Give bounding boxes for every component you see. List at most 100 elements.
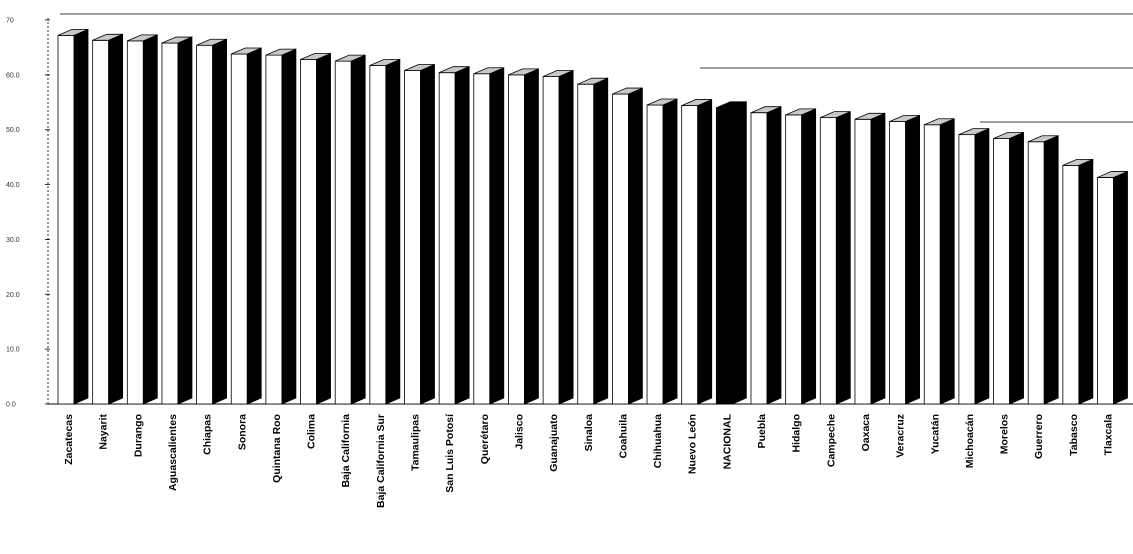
bar-front [92, 39, 110, 405]
bar-top [127, 34, 158, 42]
bar [161, 36, 193, 405]
bar-top [92, 33, 123, 41]
bar [612, 87, 643, 405]
bar-side [316, 52, 331, 405]
bar-front [542, 76, 560, 405]
category-label: Durango [132, 414, 144, 457]
bar-top [820, 111, 851, 119]
bar-top [231, 47, 262, 55]
bar-front [1097, 177, 1114, 405]
y-tick-label: 0.0 [6, 402, 16, 409]
bar [438, 66, 470, 405]
bar-front [126, 40, 144, 405]
bar-side [628, 87, 643, 405]
bar-top [577, 77, 608, 85]
bar-side [454, 66, 470, 405]
bar [1027, 135, 1059, 405]
bar [889, 114, 920, 405]
bar-front [230, 53, 248, 405]
bar-side [420, 63, 435, 405]
bar-side [835, 111, 851, 405]
category-label: Chihuahua [652, 414, 664, 468]
category-label: Chiapas [202, 414, 214, 455]
bar-top [196, 38, 227, 46]
bar-top [369, 59, 401, 66]
bar [785, 108, 817, 405]
bar-front [57, 34, 75, 405]
bar-top [785, 108, 816, 116]
bar [715, 101, 747, 405]
y-tick-label: 10.0 [6, 347, 20, 354]
category-label: Coahuila [617, 414, 629, 458]
bar-side [142, 34, 158, 405]
bar [1062, 158, 1094, 405]
bar-top [1028, 135, 1059, 143]
bar-front [161, 42, 179, 405]
bar-side [801, 108, 817, 405]
bar-side [246, 47, 262, 405]
bar-front [612, 93, 629, 405]
y-tick-label: 20.0 [6, 292, 20, 299]
bar-top [161, 36, 193, 44]
bar-front [196, 44, 214, 405]
bar-front [1062, 164, 1080, 405]
x-axis-labels: Zacatecas Nayarit Durango Aguascalientes Chi… [63, 413, 1115, 508]
bar-front [854, 118, 872, 405]
bar-front [819, 117, 837, 405]
bar [958, 128, 990, 405]
category-label: Guanajuato [548, 414, 560, 472]
bar-top [300, 53, 331, 60]
bar-side [593, 77, 609, 405]
bar [92, 33, 124, 405]
bar [508, 68, 539, 405]
bar-front [369, 65, 387, 405]
bar-front [993, 138, 1010, 405]
category-label: Michoacán [964, 414, 976, 468]
bar-front [889, 121, 906, 405]
bar [854, 112, 886, 405]
category-label: Aguascalientes [167, 414, 179, 491]
category-label: Guerrero [1033, 414, 1045, 459]
bar-top [854, 112, 886, 120]
bar-side [766, 106, 782, 405]
bar-side [489, 67, 505, 405]
category-label: Puebla [756, 414, 768, 449]
bar-side [212, 38, 228, 405]
bar-side [1009, 131, 1024, 405]
category-label: Sinaloa [583, 414, 595, 452]
bar [265, 48, 297, 405]
bar [542, 69, 574, 405]
category-label: Tamaulipas [410, 414, 422, 471]
bar [334, 54, 366, 405]
bar-top [404, 64, 435, 71]
bar-top [993, 132, 1024, 139]
bar [923, 118, 955, 405]
bar [1097, 170, 1128, 405]
bar-side [73, 28, 89, 405]
category-label: Hidalgo [791, 414, 803, 453]
category-label: Nuevo León [687, 414, 699, 474]
bar-front [438, 72, 456, 405]
category-label: Quintana Roo [271, 414, 283, 483]
category-label: Jalisco [513, 414, 525, 450]
bar [577, 77, 609, 405]
bar-top [889, 115, 920, 122]
reference-lines [60, 13, 1133, 123]
bar [369, 58, 401, 405]
bar-top [335, 54, 366, 62]
y-tick-label: 60.0 [6, 72, 20, 79]
bar-front [334, 60, 352, 405]
bar-side [939, 118, 955, 405]
bar-side [662, 98, 678, 405]
bar [473, 67, 505, 405]
bar-side [385, 58, 401, 405]
bar [750, 106, 782, 405]
bar-front [508, 74, 525, 405]
y-tick-label: 30.0 [6, 237, 20, 244]
category-label: Nayarit [98, 414, 110, 450]
category-label: Veracruz [895, 414, 907, 458]
bar-top [1097, 171, 1128, 178]
bar [819, 111, 851, 405]
category-label: Campeche [825, 414, 837, 467]
